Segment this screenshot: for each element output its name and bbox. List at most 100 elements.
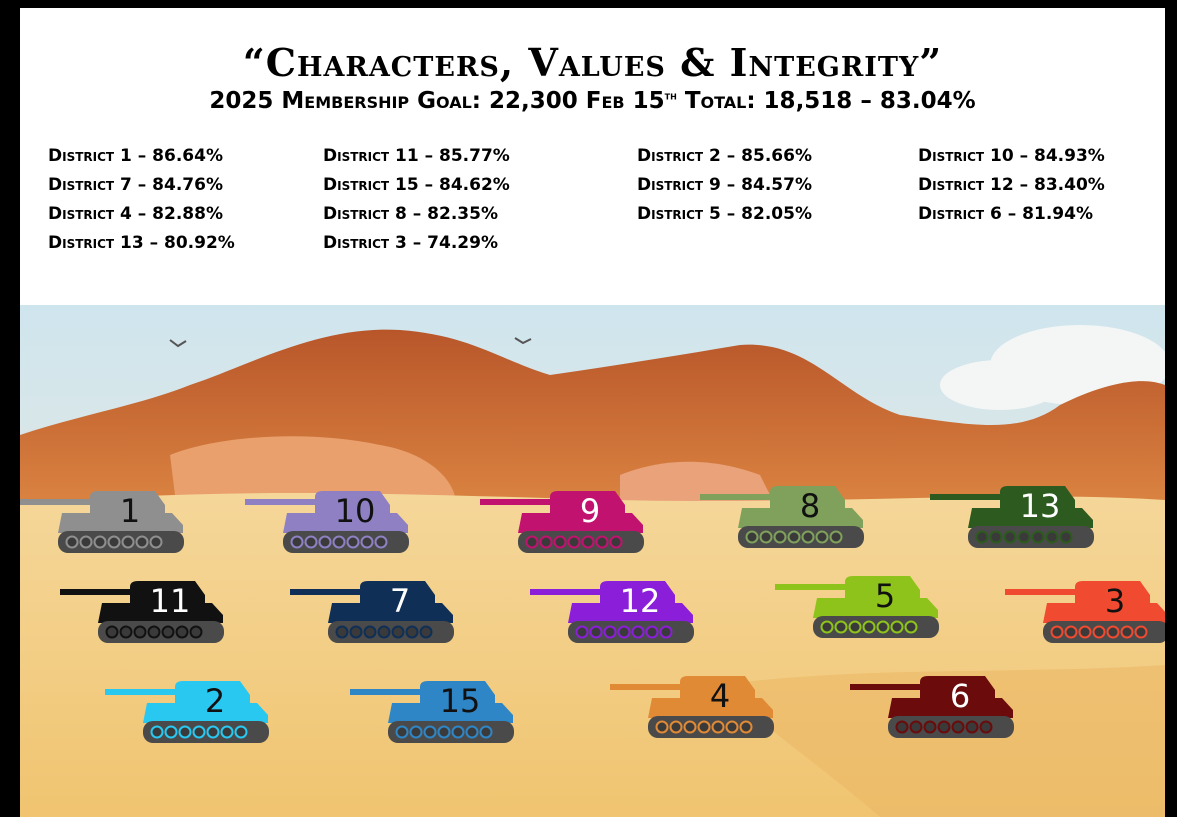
tank-wheel — [292, 537, 303, 548]
district-stat: District 11 – 85.77% — [323, 146, 510, 166]
date: Feb 15 — [586, 88, 665, 114]
tank-wheel — [163, 627, 174, 638]
tank-wheel — [817, 532, 828, 543]
tank-wheel — [365, 627, 376, 638]
district-stat: District 4 – 82.88% — [48, 204, 223, 224]
tank-number: 1 — [120, 492, 140, 530]
district-stat: District 12 – 83.40% — [918, 175, 1105, 195]
tank-wheel — [453, 727, 464, 738]
tank-wheel — [67, 537, 78, 548]
tank-wheel — [911, 722, 922, 733]
tank-wheel — [775, 532, 786, 543]
tank-barrel — [700, 494, 775, 500]
tank-wheel — [194, 727, 205, 738]
tank-wheel — [892, 622, 903, 633]
tank-wheel — [439, 727, 450, 738]
scene: 1109813117125321546 — [20, 305, 1165, 817]
tank-wheel — [953, 722, 964, 733]
tank-wheel — [977, 532, 988, 543]
tank-barrel — [350, 689, 425, 695]
tank-wheel — [348, 537, 359, 548]
tank-wheel — [1108, 627, 1119, 638]
tank-barrel — [850, 684, 925, 690]
tank-wheel — [152, 727, 163, 738]
tank-wheel — [583, 537, 594, 548]
tank-wheel — [831, 532, 842, 543]
tank-wheel — [864, 622, 875, 633]
title: “Characters, Values & Integrity” — [20, 40, 1165, 85]
tank-wheel — [421, 627, 432, 638]
tank-wheel — [320, 537, 331, 548]
tank-wheel — [306, 537, 317, 548]
tank-wheel — [541, 537, 552, 548]
tank-number: 4 — [710, 677, 730, 715]
tank-wheel — [685, 722, 696, 733]
tank-barrel — [930, 494, 1005, 500]
tank-wheel — [555, 537, 566, 548]
tank-wheel — [376, 537, 387, 548]
tank-wheel — [180, 727, 191, 738]
tank-number: 5 — [875, 577, 895, 615]
tank-barrel — [1005, 589, 1080, 595]
tank-wheel — [967, 722, 978, 733]
tank-number: 2 — [205, 682, 225, 720]
district-stat: District 8 – 82.35% — [323, 204, 498, 224]
tank-wheel — [109, 537, 120, 548]
tank-wheel — [939, 722, 950, 733]
tank-wheel — [925, 722, 936, 733]
tank-wheel — [467, 727, 478, 738]
district-stat: District 15 – 84.62% — [323, 175, 510, 195]
tank-wheel — [647, 627, 658, 638]
tank-barrel — [610, 684, 685, 690]
tank-wheel — [123, 537, 134, 548]
subtitle: 2025 Membership Goal: 22,300 Feb 15th To… — [20, 88, 1165, 114]
tank-wheel — [191, 627, 202, 638]
tank-wheel — [619, 627, 630, 638]
goal: 2025 Membership Goal: 22,300 — [209, 88, 577, 114]
tank-barrel — [245, 499, 320, 505]
tank-wheel — [761, 532, 772, 543]
district-stat: District 10 – 84.93% — [918, 146, 1105, 166]
tank-wheel — [236, 727, 247, 738]
tank-number: 13 — [1020, 487, 1061, 525]
tank-wheel — [407, 627, 418, 638]
district-stat: District 13 – 80.92% — [48, 233, 235, 253]
tank-wheel — [1052, 627, 1063, 638]
tank-wheel — [149, 627, 160, 638]
tank-wheel — [411, 727, 422, 738]
tank-barrel — [20, 499, 95, 505]
total: Total: 18,518 – 83.04% — [685, 88, 976, 114]
tank-wheel — [1061, 532, 1072, 543]
tank-wheel — [397, 727, 408, 738]
district-stat: District 7 – 84.76% — [48, 175, 223, 195]
tank-wheel — [906, 622, 917, 633]
tank-wheel — [741, 722, 752, 733]
tank-wheel — [822, 622, 833, 633]
tank-wheel — [177, 627, 188, 638]
district-stat: District 6 – 81.94% — [918, 204, 1093, 224]
tank-number: 11 — [150, 582, 191, 620]
tank-barrel — [480, 499, 555, 505]
tank-wheel — [727, 722, 738, 733]
tank-wheel — [878, 622, 889, 633]
tank-barrel — [290, 589, 365, 595]
tank-wheel — [657, 722, 668, 733]
date-suffix: th — [665, 88, 677, 102]
tank-wheel — [527, 537, 538, 548]
tank-wheel — [1080, 627, 1091, 638]
tank-wheel — [611, 537, 622, 548]
tank-wheel — [747, 532, 758, 543]
tank-wheel — [1066, 627, 1077, 638]
page: “Characters, Values & Integrity” 2025 Me… — [0, 0, 1177, 817]
tank-barrel — [530, 589, 605, 595]
district-stat: District 1 – 86.64% — [48, 146, 223, 166]
tank-wheel — [1005, 532, 1016, 543]
tank-barrel — [105, 689, 180, 695]
tank-wheel — [208, 727, 219, 738]
tank-wheel — [591, 627, 602, 638]
tank-wheel — [1019, 532, 1030, 543]
tank-wheel — [633, 627, 644, 638]
tank-wheel — [95, 537, 106, 548]
district-stat: District 9 – 84.57% — [637, 175, 812, 195]
tank-wheel — [1122, 627, 1133, 638]
